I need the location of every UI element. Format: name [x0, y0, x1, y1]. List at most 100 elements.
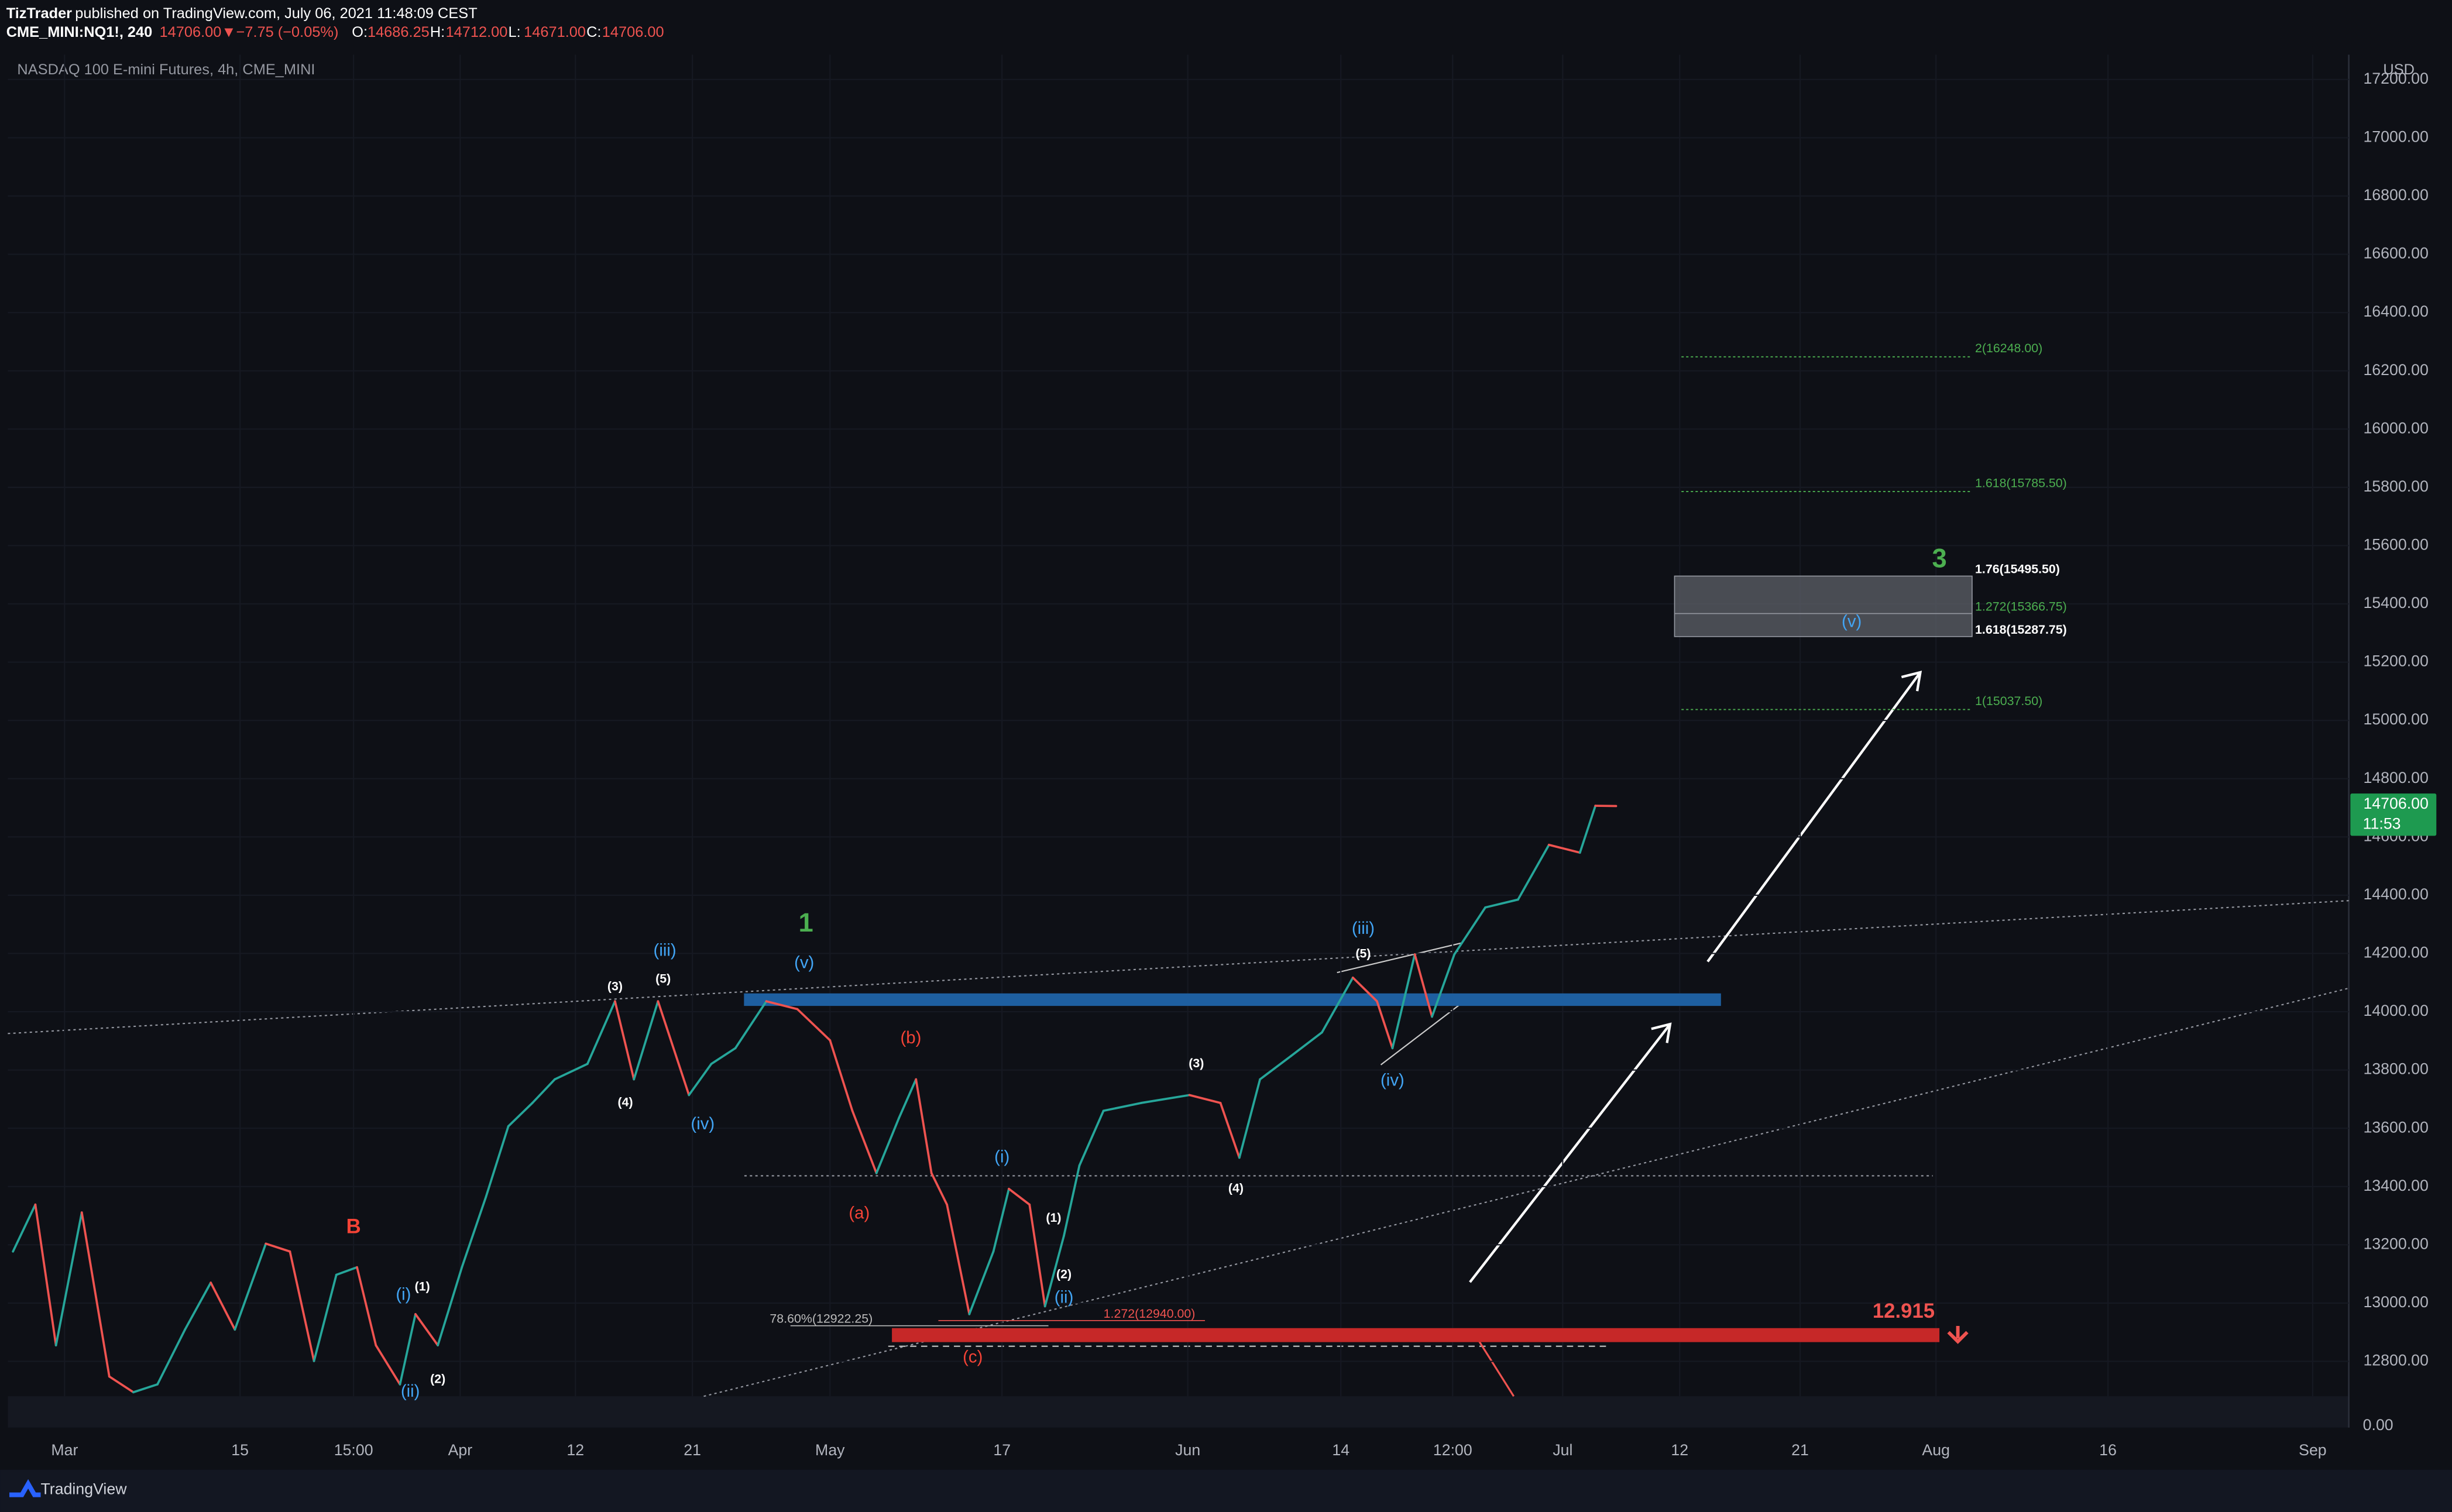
- fib-label: 1.618(15785.50): [1975, 476, 2067, 490]
- price-segment: [1578, 805, 1597, 854]
- ohlc-value: 14706.00: [602, 24, 664, 40]
- price-segment: [633, 1000, 660, 1081]
- price-segment: [1238, 1078, 1261, 1159]
- wave-label: (2): [430, 1372, 445, 1386]
- price-segment: [1188, 1094, 1222, 1104]
- y-tick-label: 16200.00: [2363, 361, 2428, 379]
- price-tag: [2350, 793, 2437, 836]
- currency: USD: [2383, 61, 2415, 78]
- price-segment: [375, 1344, 401, 1386]
- y-tick-label: 15200.00: [2363, 652, 2428, 670]
- x-tick-label: 12: [566, 1441, 584, 1459]
- wave-label: (5): [655, 971, 671, 985]
- logo: [9, 1479, 41, 1497]
- price-segment: [915, 1078, 933, 1174]
- price-segment: [80, 1211, 111, 1378]
- wave-label: (3): [607, 979, 623, 993]
- wave-label: (iv): [691, 1114, 715, 1133]
- price-segment: [796, 1008, 832, 1042]
- wedge-line: [1380, 994, 1474, 1066]
- price-segment: [930, 1172, 949, 1206]
- blue-zone: [744, 993, 1721, 1006]
- y-tick-label: 13000.00: [2363, 1293, 2428, 1311]
- price-tag-label: 14706.00: [2363, 795, 2428, 812]
- price-segment: [688, 1063, 713, 1097]
- y-tick-label: 12800.00: [2363, 1352, 2428, 1369]
- fib-label: 78.60%(12922.25): [770, 1312, 873, 1326]
- trendline: [703, 987, 2349, 1397]
- price-segment: [356, 1266, 377, 1347]
- y-tick-label: 16600.00: [2363, 245, 2428, 262]
- down-arrow: [1947, 1326, 1969, 1344]
- wave-label: (i): [994, 1147, 1009, 1166]
- x-tick-label: Aug: [1922, 1441, 1950, 1459]
- ohlc-value: 14671.00: [524, 24, 586, 40]
- price-segment: [1431, 953, 1456, 1018]
- price-segment: [507, 1102, 534, 1128]
- price-tag-countdown: 11:53: [2363, 815, 2401, 833]
- wave-label: (iii): [654, 940, 676, 960]
- x-tick-label: Sep: [2299, 1441, 2327, 1459]
- price-segment: [1484, 898, 1519, 909]
- ohlc-value: 14686.25: [368, 24, 430, 40]
- y-tick-label: 13400.00: [2363, 1177, 2428, 1194]
- x-tick-label: 12: [1671, 1441, 1688, 1459]
- price-segment: [233, 1242, 267, 1331]
- arrow: [1469, 1022, 1672, 1283]
- wave-label: (4): [617, 1095, 633, 1109]
- price-segment: [156, 1328, 186, 1386]
- wave-label: (1): [415, 1280, 430, 1294]
- price-segment: [1008, 1187, 1031, 1206]
- x-tick-label: Mar: [51, 1441, 78, 1459]
- price-segment: [1376, 1000, 1394, 1050]
- wave-label: (v): [1842, 612, 1862, 631]
- price-segment: [765, 1000, 799, 1011]
- y-tick-label: 14800.00: [2363, 769, 2428, 786]
- lower-pane: [8, 1396, 2349, 1428]
- price-segment: [1391, 953, 1416, 1050]
- price-segment: [657, 1000, 691, 1097]
- price-segment: [851, 1109, 878, 1174]
- y-tick-label: 17200.00: [2363, 70, 2428, 87]
- y-tick-label: 14400.00: [2363, 885, 2428, 903]
- price-segment: [265, 1242, 291, 1253]
- x-tick-label: Apr: [448, 1441, 473, 1459]
- price-segment: [614, 1000, 636, 1081]
- price-segment: [437, 1266, 463, 1347]
- x-tick-label: 15: [231, 1441, 249, 1459]
- price-segment: [875, 1117, 900, 1174]
- wedge-line: [1337, 942, 1462, 974]
- price-segment: [554, 1063, 589, 1081]
- wave-label: (a): [849, 1203, 870, 1222]
- price-segment: [485, 1125, 510, 1198]
- price-segment: [968, 1250, 995, 1315]
- price-segment: [1351, 976, 1378, 1003]
- wave-label: (3): [1189, 1056, 1204, 1070]
- price-segment: [710, 1047, 737, 1066]
- wave-label: (2): [1056, 1267, 1072, 1281]
- y-tick-label: 13200.00: [2363, 1235, 2428, 1252]
- target-box: [1674, 575, 1973, 637]
- price-segment: [992, 1187, 1010, 1253]
- pane-title: NASDAQ 100 E-mini Futures, 4h, CME_MINI: [17, 61, 315, 78]
- price-segment: [34, 1203, 57, 1347]
- price-segment: [1219, 1102, 1241, 1159]
- zone-label: 12.915: [1873, 1300, 1935, 1322]
- price-segment: [132, 1383, 159, 1394]
- y-tick-label: 15400.00: [2363, 594, 2428, 611]
- price-segment: [461, 1195, 487, 1269]
- price-segment: [1290, 1031, 1323, 1057]
- y-tick-label: 13600.00: [2363, 1118, 2428, 1136]
- price-segment: [586, 1000, 616, 1066]
- y-tick-label: 16000.00: [2363, 419, 2428, 437]
- y-tick-label: 14200.00: [2363, 944, 2428, 961]
- red-line: [1478, 1341, 1515, 1397]
- ohlc-label: L:: [508, 24, 520, 40]
- y-tick-label: 15600.00: [2363, 536, 2428, 554]
- price-segment: [399, 1312, 417, 1386]
- x-tick-label: Jul: [1553, 1441, 1572, 1459]
- price-segment: [946, 1203, 971, 1315]
- y-tick-label: 16800.00: [2363, 186, 2428, 204]
